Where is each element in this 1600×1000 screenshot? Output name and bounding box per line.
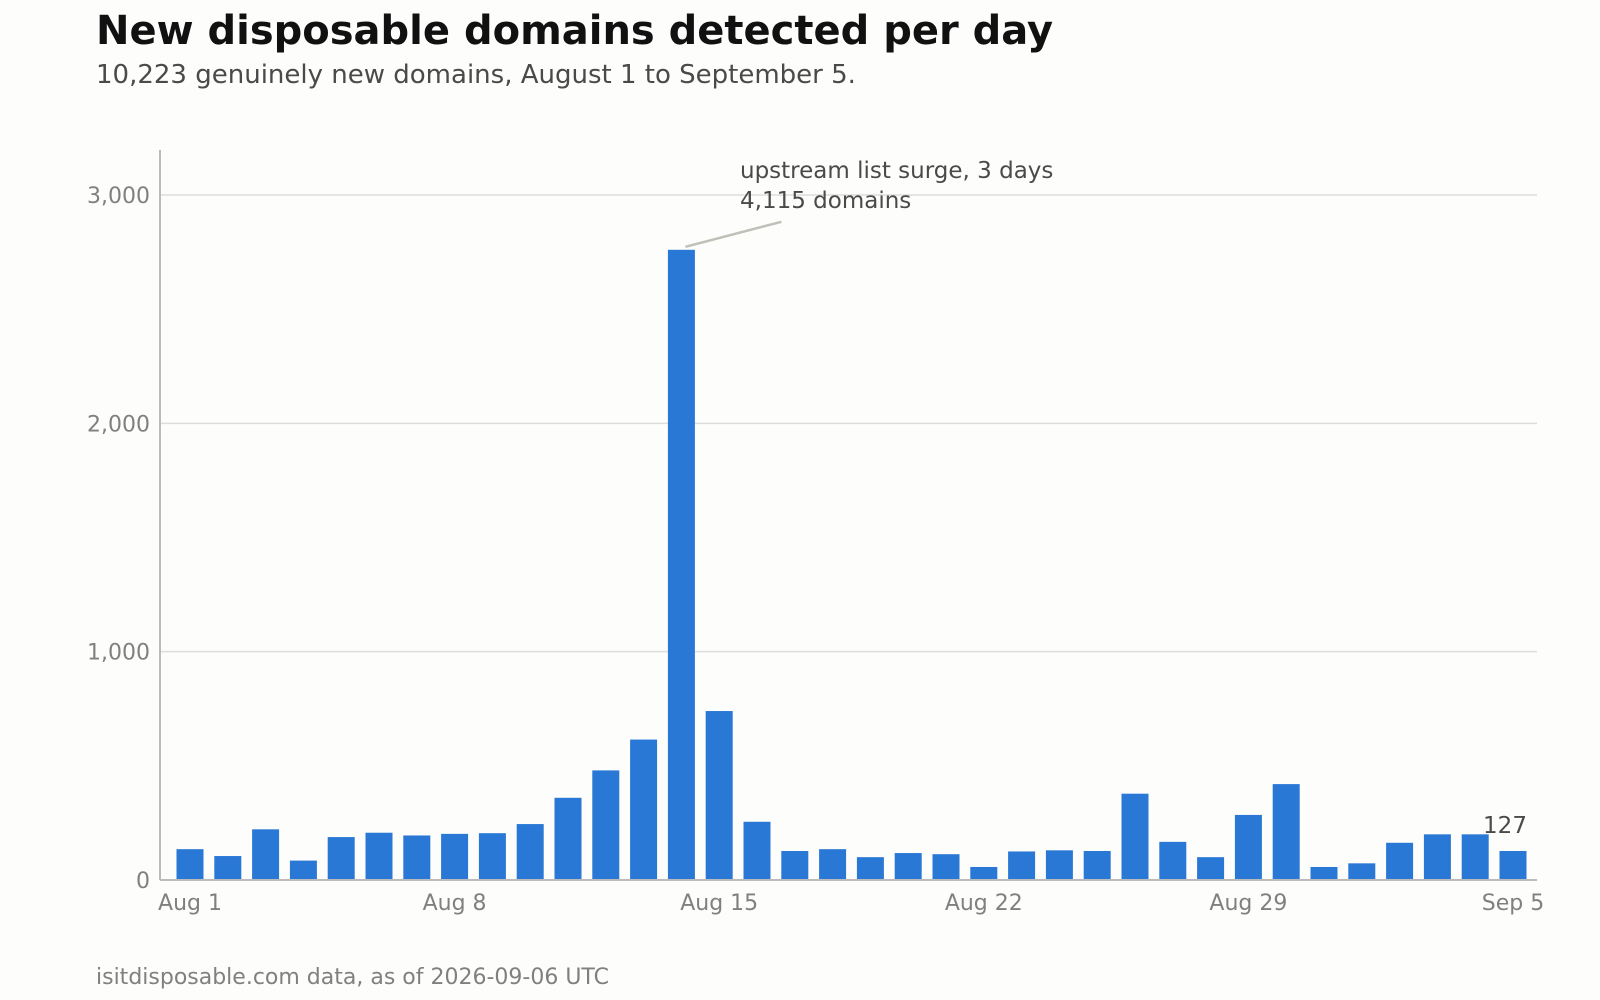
data-label-last: 127	[1483, 813, 1527, 839]
bar-aug-23	[1008, 851, 1036, 880]
annotation-text: upstream list surge, 3 days	[740, 158, 1053, 184]
bar-aug-11	[554, 797, 582, 880]
bar-aug-4	[289, 860, 317, 880]
bar-aug-29	[1234, 814, 1262, 880]
bar-aug-27	[1159, 841, 1187, 880]
x-tick-label: Aug 29	[1209, 891, 1287, 916]
bar-aug-20	[894, 853, 922, 880]
bar-aug-2	[214, 856, 242, 880]
y-tick-label: 0	[136, 869, 150, 894]
bar-aug-19	[856, 857, 884, 880]
annotation-leader-line	[685, 220, 782, 249]
bar-aug-15	[705, 711, 733, 880]
bar-aug-10	[516, 824, 544, 880]
bar-aug-8	[441, 833, 469, 880]
bar-aug-14	[667, 249, 695, 881]
x-tick-label: Sep 5	[1482, 891, 1544, 916]
annotation-text: 4,115 domains	[740, 188, 911, 214]
bar-aug-22	[970, 866, 998, 880]
bar-aug-28	[1197, 857, 1225, 880]
y-tick-label: 3,000	[87, 184, 150, 209]
bar-sep-1	[1348, 863, 1376, 880]
bar-aug-13	[630, 739, 658, 880]
y-tick-label: 2,000	[87, 412, 150, 437]
x-tick-label: Aug 1	[158, 891, 222, 916]
bar-aug-26	[1121, 793, 1149, 880]
bar-aug-7	[403, 835, 431, 880]
bar-aug-18	[819, 849, 847, 880]
chart-title: New disposable domains detected per day	[96, 8, 1054, 54]
bar-aug-16	[743, 821, 771, 880]
x-tick-label: Aug 22	[945, 891, 1023, 916]
bar-sep-4	[1461, 834, 1489, 880]
x-tick-label: Aug 15	[680, 891, 758, 916]
bar-aug-21	[932, 854, 960, 880]
bar-aug-25	[1083, 851, 1111, 880]
bar-aug-12	[592, 770, 620, 880]
bar-aug-3	[252, 829, 280, 880]
bar-aug-5	[327, 837, 355, 880]
bar-aug-30	[1272, 784, 1300, 880]
y-tick-label: 1,000	[87, 641, 150, 666]
bar-aug-31	[1310, 866, 1338, 880]
bar-sep-3	[1423, 834, 1451, 880]
bar-aug-17	[781, 851, 809, 880]
bar-sep-5	[1499, 851, 1527, 880]
bar-aug-9	[478, 833, 506, 880]
bar-aug-1	[176, 849, 204, 880]
source-note: isitdisposable.com data, as of 2026-09-0…	[96, 965, 609, 990]
x-tick-label: Aug 8	[423, 891, 487, 916]
bar-sep-2	[1386, 842, 1414, 880]
bar-aug-6	[365, 832, 393, 880]
chart-subtitle: 10,223 genuinely new domains, August 1 t…	[96, 60, 856, 90]
bar-aug-24	[1045, 850, 1073, 880]
